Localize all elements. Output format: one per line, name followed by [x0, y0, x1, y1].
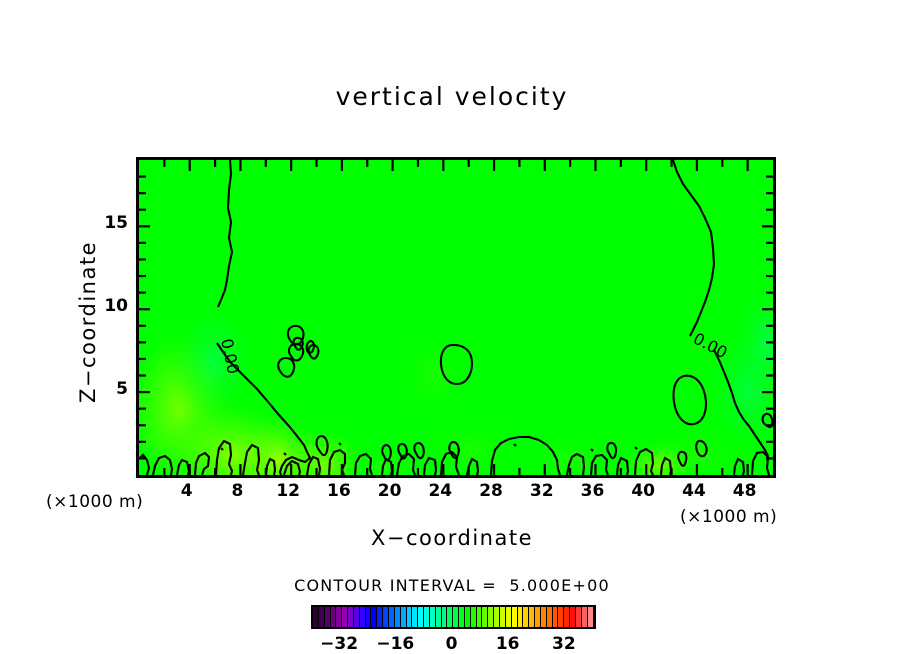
- colorbar-cell: [424, 607, 430, 627]
- colorbar-cell: [412, 607, 419, 627]
- colorbar-cell: [324, 607, 331, 627]
- colorbar-cell: [482, 607, 489, 627]
- colorbar-cell: [500, 607, 506, 627]
- x-tick-label: 36: [580, 481, 605, 501]
- colorbar-cell: [505, 607, 512, 627]
- colorbar-cell: [441, 607, 448, 627]
- colorbar-cell: [435, 607, 442, 627]
- x-unit-label-right: (×1000 m): [680, 507, 778, 527]
- colorbar-cell: [552, 607, 559, 627]
- plot-area: 0.00 0.00: [136, 157, 776, 478]
- x-tick-label: 24: [428, 481, 453, 501]
- colorbar-cell: [587, 607, 594, 627]
- colorbar-cell: [570, 607, 576, 627]
- y-tick-label: 10: [104, 296, 128, 317]
- colorbar-tick-label: −32: [320, 634, 359, 654]
- contour-interval-label: CONTOUR INTERVAL = 5.000E+00: [294, 576, 610, 595]
- colorbar-cell: [488, 607, 495, 627]
- colorbar-tick-label: 32: [552, 634, 576, 654]
- colorbar-cell: [464, 607, 471, 627]
- x-axis-title: X−coordinate: [371, 526, 533, 550]
- colorbar-cell: [546, 607, 553, 627]
- colorbar-cell: [581, 607, 588, 627]
- x-tick-label: 44: [682, 481, 706, 501]
- colorbar: [311, 605, 596, 629]
- field-perturbations: [139, 280, 773, 475]
- colorbar-cell: [400, 607, 407, 627]
- colorbar-cell: [564, 607, 571, 627]
- colorbar-cell: [453, 607, 460, 627]
- y-axis-title: Z−coordinate: [76, 241, 100, 403]
- colorbar-cell: [535, 607, 541, 627]
- x-unit-label-left: (×1000 m): [46, 492, 144, 512]
- colorbar-cell: [540, 607, 547, 627]
- colorbar-cell: [359, 607, 366, 627]
- colorbar-cell: [494, 607, 500, 627]
- colorbar-cell: [365, 607, 372, 627]
- contour-plot-svg: 0.00 0.00: [139, 160, 773, 475]
- colorbar-cell: [470, 607, 477, 627]
- y-tick-label: 15: [104, 213, 128, 234]
- x-tick-label: 12: [276, 481, 300, 501]
- x-tick-label: 40: [631, 481, 656, 501]
- colorbar-cell: [371, 607, 378, 627]
- colorbar-cell: [342, 607, 349, 627]
- y-tick-label: 5: [116, 379, 128, 400]
- colorbar-cell: [418, 607, 425, 627]
- colorbar-cell: [318, 607, 325, 627]
- colorbar-cell: [459, 607, 465, 627]
- axis-ticks: [139, 160, 773, 475]
- colorbar-cell: [558, 607, 565, 627]
- colorbar-cell: [336, 607, 343, 627]
- x-tick-label: 16: [327, 481, 351, 501]
- colorbar-cell: [388, 607, 395, 627]
- x-tick-label: 8: [231, 481, 244, 501]
- colorbar-cell: [313, 607, 319, 627]
- contour-lines: [139, 160, 773, 475]
- colorbar-cell: [476, 607, 483, 627]
- colorbar-cell: [377, 607, 384, 627]
- x-tick-label: 4: [180, 481, 193, 501]
- colorbar-cell: [394, 607, 401, 627]
- colorbar-tick-label: 16: [495, 634, 520, 654]
- colorbar-cell: [511, 607, 518, 627]
- colorbar-cell: [517, 607, 524, 627]
- chart-title: vertical velocity: [335, 82, 569, 111]
- colorbar-cell: [348, 607, 354, 627]
- colorbar-cell: [575, 607, 582, 627]
- colorbar-cell: [523, 607, 530, 627]
- colorbar-cell: [447, 607, 454, 627]
- colorbar-cell: [429, 607, 436, 627]
- colorbar-tick-label: −16: [376, 634, 415, 654]
- x-tick-label: 48: [732, 481, 757, 501]
- x-tick-label: 20: [377, 481, 402, 501]
- x-tick-label: 28: [479, 481, 503, 501]
- colorbar-cell: [406, 607, 413, 627]
- colorbar-cell: [529, 607, 536, 627]
- colorbar-cell: [383, 607, 389, 627]
- colorbar-cell: [330, 607, 337, 627]
- colorbar-cell: [353, 607, 360, 627]
- colorbar-tick-label: 0: [445, 634, 458, 654]
- x-tick-label: 32: [529, 481, 554, 501]
